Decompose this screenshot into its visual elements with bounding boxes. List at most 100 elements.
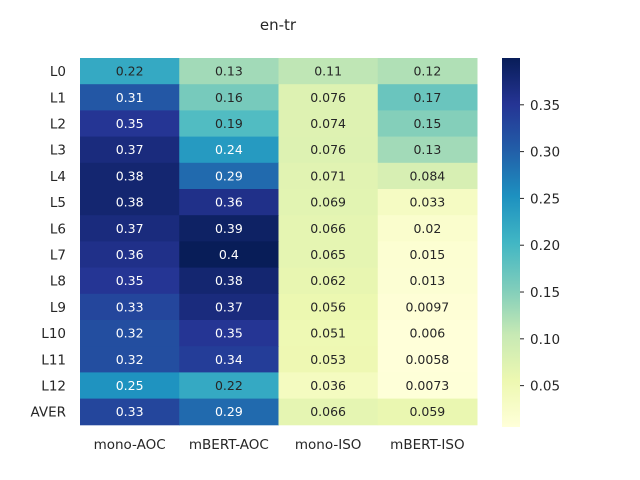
cell-value-label: 0.033 [409,195,445,210]
cell-value-label: 0.22 [215,378,243,393]
row-tick-label: L10 [41,326,66,342]
row-tick-label: L11 [41,352,66,368]
cell-value-label: 0.32 [116,352,144,367]
row-tick-label: L9 [50,300,66,316]
cell-value-label: 0.37 [215,299,243,314]
heatmap-cell [179,84,279,111]
heatmap-cell [80,215,180,242]
heatmap-cell [278,136,379,164]
heatmap-cell [377,110,478,138]
cell-value-label: 0.16 [215,90,243,105]
heatmap-cell [278,162,379,190]
column-tick-label: mBERT-AOC [189,437,269,453]
cell-value-label: 0.22 [116,64,144,79]
cell-value-label: 0.4 [219,247,239,262]
heatmap-cell [179,320,279,347]
cell-value-label: 0.15 [413,116,441,131]
cell-value-label: 0.0097 [406,299,450,314]
heatmap-cell [179,136,279,164]
heatmap-cell [179,162,279,190]
cell-value-label: 0.29 [215,168,243,183]
colorbar-tick-label: 0.20 [530,238,560,254]
column-tick-label: mBERT-ISO [390,437,464,453]
cell-value-label: 0.19 [215,116,243,131]
heatmap-cell [377,215,478,242]
heatmap-cell [80,241,180,269]
heatmap-cell [278,372,379,400]
heatmap-cell [377,346,478,373]
heatmap-cell [377,398,478,426]
cell-value-label: 0.13 [413,142,441,157]
heatmap-cell [278,110,379,138]
cell-value-label: 0.36 [215,195,243,210]
cell-value-label: 0.29 [215,404,243,419]
heatmap-cell [377,293,478,321]
cell-value-label: 0.33 [116,299,144,314]
heatmap-cell [377,241,478,269]
colorbar-tick-label: 0.10 [530,332,560,348]
heatmap-cell [377,189,478,216]
colorbar: 0.05 0.10 0.15 0.20 0.25 0.30 0.35 [502,58,560,427]
heatmap-cells: 0.22 0.13 0.11 0.12 0.31 0.16 0.076 0.17 0.35 0.1… [80,58,478,426]
cell-value-label: 0.0073 [406,378,450,393]
heatmap-cell [80,346,180,373]
cell-value-label: 0.071 [310,168,346,183]
cell-value-label: 0.053 [310,352,346,367]
heatmap-cell [278,320,379,347]
colorbar-tick-label: 0.35 [530,98,560,114]
heatmap-cell [179,346,279,373]
cell-value-label: 0.006 [409,326,445,341]
column-tick-label: mono-AOC [94,437,166,453]
cell-value-label: 0.34 [215,352,243,367]
cell-value-label: 0.25 [116,378,144,393]
row-tick-label: L12 [41,379,66,395]
row-tick-label: L6 [50,221,66,237]
cell-value-label: 0.11 [314,64,342,79]
row-tick-label: L2 [50,117,66,133]
row-tick-label: L7 [50,248,66,264]
heatmap-cell [179,398,279,426]
heatmap-cell [377,320,478,347]
colorbar-tick-label: 0.30 [530,145,560,161]
heatmap-cell [278,189,379,216]
cell-value-label: 0.066 [310,404,346,419]
cell-value-label: 0.056 [310,299,346,314]
cell-value-label: 0.37 [116,142,144,157]
colorbar-tick-label: 0.05 [530,379,560,395]
heatmap-cell [278,241,379,269]
column-tick-labels: mono-AOC mBERT-AOC mono-ISO mBERT-ISO [94,437,465,453]
cell-value-label: 0.17 [413,90,441,105]
colorbar-tick-label: 0.25 [530,191,560,207]
heatmap-cell [80,110,180,138]
heatmap-cell [179,189,279,216]
chart-title: en-tr [260,16,297,34]
heatmap-cell [179,58,279,85]
cell-value-label: 0.059 [409,404,445,419]
cell-value-label: 0.38 [116,168,144,183]
cell-value-label: 0.015 [409,247,445,262]
cell-value-label: 0.013 [409,273,445,288]
heatmap-cell [80,267,180,295]
heatmap-cell [80,320,180,347]
heatmap-cell [80,58,180,85]
cell-value-label: 0.069 [310,195,346,210]
cell-value-label: 0.02 [413,221,441,236]
heatmap-cell [80,136,180,164]
heatmap-cell [278,84,379,111]
cell-value-label: 0.38 [116,195,144,210]
heatmap-cell [80,372,180,400]
heatmap-cell [377,267,478,295]
cell-value-label: 0.074 [310,116,346,131]
cell-value-label: 0.24 [215,142,243,157]
colorbar-tick-label: 0.15 [530,285,560,301]
heatmap-cell [377,58,478,85]
heatmap-cell [278,398,379,426]
cell-value-label: 0.31 [116,90,144,105]
heatmap-cell [80,162,180,190]
cell-value-label: 0.084 [409,168,445,183]
heatmap-cell [179,372,279,400]
cell-value-label: 0.066 [310,221,346,236]
cell-value-label: 0.36 [116,247,144,262]
cell-value-label: 0.37 [116,221,144,236]
